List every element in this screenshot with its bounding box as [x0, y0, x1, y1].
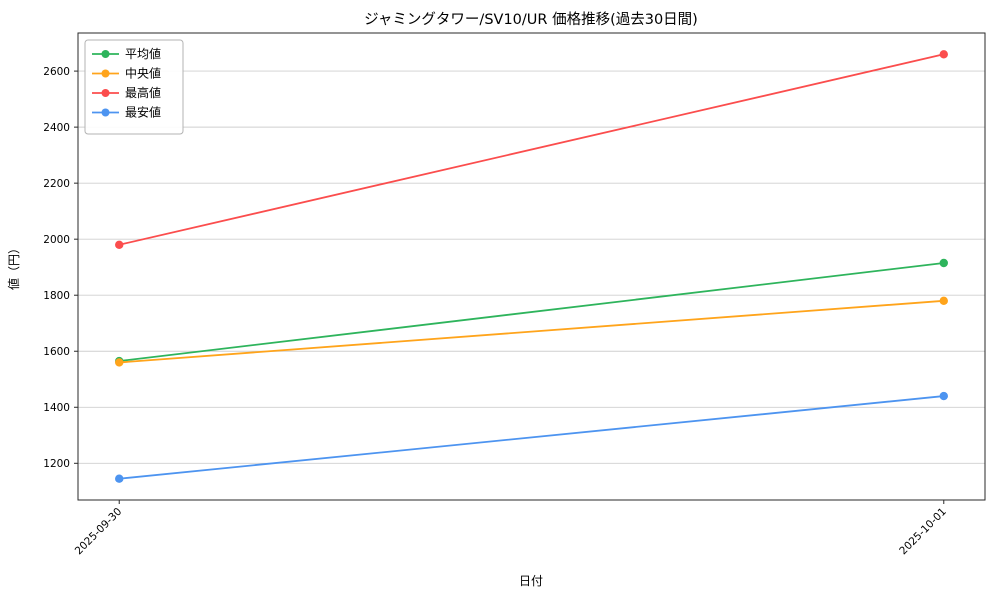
- data-point-marker: [115, 474, 124, 483]
- y-tick-label: 1800: [43, 290, 70, 302]
- legend-item-label: 平均値: [125, 46, 161, 61]
- legend-item-label: 中央値: [125, 66, 161, 81]
- y-axis-label: 値（円）: [6, 242, 21, 290]
- legend-item-label: 最高値: [125, 85, 161, 100]
- y-tick-label: 1200: [43, 458, 70, 470]
- grid-lines: [78, 70, 985, 464]
- x-tick-label: 2025-10-01: [897, 506, 949, 558]
- y-tick-label: 1400: [43, 402, 70, 414]
- data-point-marker: [115, 240, 124, 249]
- data-point-marker: [115, 358, 124, 367]
- legend-marker: [101, 69, 110, 78]
- y-tick-label: 2000: [43, 234, 70, 246]
- legend-marker: [101, 89, 110, 97]
- chart-title: ジャミングタワー/SV10/UR 価格推移(過去30日間): [364, 11, 698, 28]
- data-point-marker: [939, 258, 948, 268]
- series-line-0: [118, 262, 945, 362]
- plot-border: [77, 32, 986, 501]
- data-point-marker: [939, 296, 948, 306]
- data-point-marker: [939, 391, 948, 401]
- series-line-3: [118, 395, 945, 480]
- data-point-marker: [939, 50, 948, 59]
- series-line-1: [118, 299, 945, 364]
- x-axis-label: 日付: [519, 574, 543, 588]
- x-tick-label: 2025-09-30: [73, 506, 125, 558]
- legend-box: [84, 39, 184, 135]
- legend-marker: [101, 108, 110, 117]
- y-tick-label: 1600: [43, 346, 70, 358]
- legend-marker: [101, 50, 110, 58]
- series-line-2: [118, 53, 945, 246]
- legend-item-label: 最安値: [125, 105, 161, 120]
- y-tick-label: 2600: [43, 66, 70, 78]
- y-tick-label: 2400: [43, 122, 70, 134]
- y-tick-label: 2200: [43, 178, 70, 190]
- series: [115, 50, 948, 483]
